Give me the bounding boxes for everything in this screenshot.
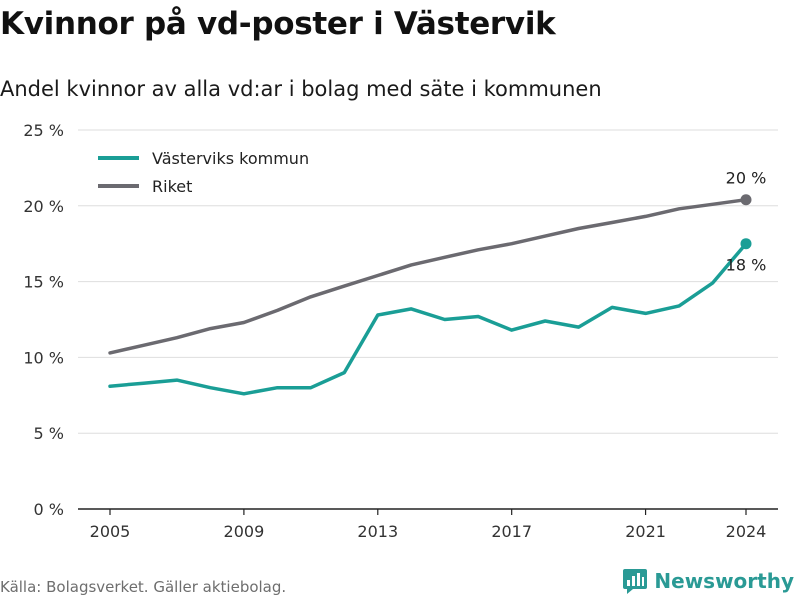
series-end-point-0: [740, 238, 752, 250]
y-tick-label: 0 %: [34, 500, 64, 519]
legend-label-1: Riket: [152, 177, 192, 196]
x-tick-label: 2009: [224, 522, 265, 541]
x-tick-label: 2017: [491, 522, 532, 541]
y-tick-label: 25 %: [23, 121, 64, 140]
axis-layer: 0 % 5 % 10 % 15 % 20 % 25 % 2005 2009 2013 2017 20…: [23, 121, 766, 541]
legend-label-0: Västerviks kommun: [152, 149, 309, 168]
x-tick-label: 2005: [90, 522, 131, 541]
grid-layer: [78, 129, 778, 510]
y-tick-label: 20 %: [23, 197, 64, 216]
y-tick-label: 15 %: [23, 273, 64, 292]
series-line-0: [108, 241, 748, 396]
end-label-1: 20 %: [726, 169, 767, 188]
series-line-1: [108, 197, 748, 355]
brand-name: Newsworthy: [654, 569, 794, 593]
x-tick-label: 2021: [625, 522, 666, 541]
x-tick-label: 2024: [726, 522, 767, 541]
end-labels: 20 % 18 %: [726, 169, 767, 275]
end-label-0: 18 %: [726, 256, 767, 275]
chart-subtitle: Andel kvinnor av alla vd:ar i bolag med …: [0, 77, 602, 101]
series-end-point-1: [740, 194, 752, 206]
legend: Västerviks kommun Riket: [98, 149, 309, 196]
newsworthy-logo-icon: [623, 569, 648, 594]
y-tick-label: 5 %: [34, 424, 64, 443]
source-note: Källa: Bolagsverket. Gäller aktiebolag.: [0, 578, 287, 596]
chart-title: Kvinnor på vd-poster i Västervik: [0, 6, 556, 42]
x-tick-label: 2013: [357, 522, 398, 541]
brand: Newsworthy: [622, 568, 794, 594]
y-tick-label: 10 %: [23, 348, 64, 367]
series-layer: [108, 194, 752, 396]
